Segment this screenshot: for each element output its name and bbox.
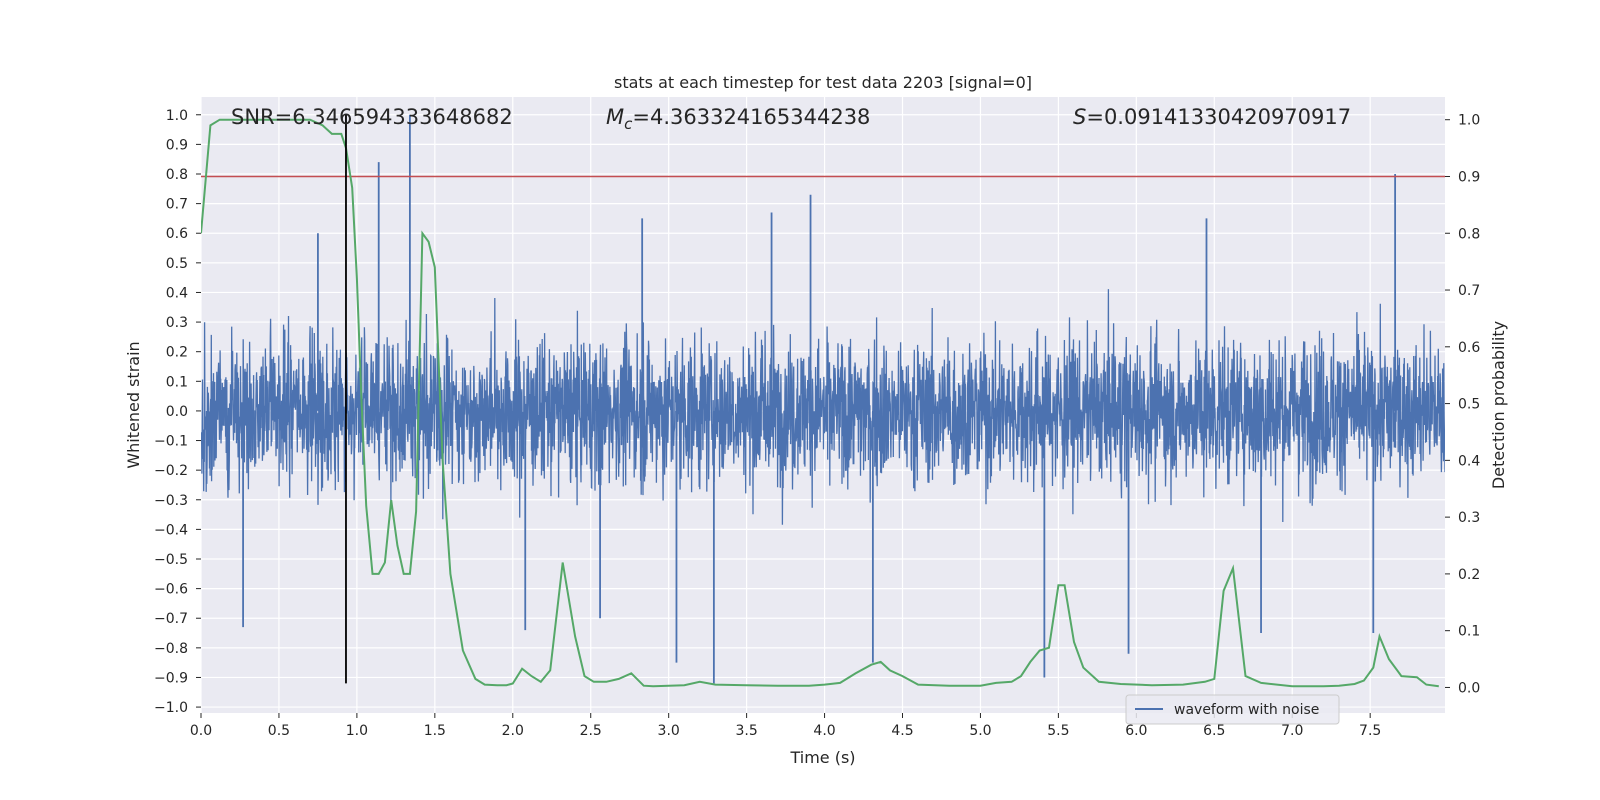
x-tick-label: 1.5 [424,723,446,739]
y-right-tick-label: 0.1 [1458,624,1480,640]
x-tick-label: 2.5 [580,723,602,739]
x-tick-label: 0.0 [190,723,212,739]
x-tick-label: 0.5 [268,723,290,739]
y-left-tick-label: −0.1 [154,434,188,450]
y-left-axis-ticks: 1.0 0.9 0.8 0.7 0.6 0.5 0.4 0.3 0.2 0.1 0.0 −0.1 −0.… [154,108,201,716]
x-tick-label: 6.0 [1125,723,1147,739]
legend-box [1125,694,1340,725]
x-axis-ticks: 0.0 0.5 1.0 1.5 2.0 2.5 3.0 3.5 4.0 4.5 5.0 5.5 6.0 6… [190,713,1381,739]
y-left-tick-label: 1.0 [166,108,188,124]
x-tick-label: 4.5 [891,723,913,739]
y-right-tick-label: 0.6 [1458,340,1480,356]
y-left-tick-label: −0.9 [154,670,188,686]
y-left-tick-label: −0.5 [154,552,188,568]
x-axis-label: Time (s) [789,748,855,767]
y-left-tick-label: 0.0 [166,404,188,420]
y-right-tick-label: 0.4 [1458,453,1480,469]
y-left-tick-label: −0.7 [154,611,188,627]
x-tick-label: 1.0 [346,723,368,739]
x-tick-label: 4.0 [813,723,835,739]
y-left-tick-label: 0.5 [166,256,188,272]
x-tick-label: 7.0 [1281,723,1303,739]
y-right-tick-label: 0.7 [1458,283,1480,299]
chirp-mass-subscript: c [624,115,633,133]
y-left-tick-label: −0.4 [154,522,188,538]
s-annotation: S=0.09141330420970917 [1073,105,1351,129]
y-left-tick-label: 0.3 [166,315,188,331]
x-tick-label: 5.5 [1047,723,1069,739]
y-right-axis-ticks: 1.0 0.9 0.8 0.7 0.6 0.5 0.4 0.3 0.2 0.1 0.0 [1445,113,1480,696]
y-left-tick-label: 0.2 [166,345,188,361]
waveform-spikes [242,114,1397,684]
y-left-tick-label: −0.6 [154,582,188,598]
x-tick-label: 3.5 [735,723,757,739]
x-tick-label: 2.0 [502,723,524,739]
y-right-axis-label: Detection probability [1489,321,1508,489]
y-left-axis-label: Whitened strain [124,341,143,468]
y-left-tick-label: 0.8 [166,167,188,183]
x-tick-label: 5.0 [969,723,991,739]
chirp-mass-symbol: M [606,105,624,129]
s-value: =0.09141330420970917 [1086,105,1351,129]
y-right-tick-label: 0.9 [1458,169,1480,185]
snr-annotation: SNR=6.346594333648682 [231,105,513,129]
y-left-tick-label: −1.0 [154,700,188,716]
chirp-mass-value: =4.363324165344238 [632,105,870,129]
s-symbol: S [1073,105,1086,129]
y-left-tick-label: 0.4 [166,285,188,301]
y-right-tick-label: 0.2 [1458,567,1480,583]
y-left-tick-label: 0.9 [166,137,188,153]
chart-title: stats at each timestep for test data 220… [614,73,1032,92]
x-tick-label: 7.5 [1359,723,1381,739]
legend: waveform with noise [1125,694,1340,725]
y-left-tick-label: −0.2 [154,463,188,479]
y-left-tick-label: 0.7 [166,197,188,213]
x-tick-label: 6.5 [1203,723,1225,739]
y-right-tick-label: 0.8 [1458,226,1480,242]
y-left-tick-label: −0.3 [154,493,188,509]
waveform-with-noise-series [201,289,1445,525]
y-left-tick-label: 0.6 [166,226,188,242]
x-tick-label: 3.0 [658,723,680,739]
y-right-tick-label: 0.5 [1458,397,1480,413]
y-right-tick-label: 0.0 [1458,680,1480,696]
y-right-tick-label: 0.3 [1458,510,1480,526]
legend-label: waveform with noise [1174,702,1319,718]
detection-probability-series [201,118,1439,688]
y-left-tick-label: 0.1 [166,374,188,390]
y-left-tick-label: −0.8 [154,641,188,657]
y-right-tick-label: 1.0 [1458,113,1480,129]
chirp-mass-annotation: Mc=4.363324165344238 [606,105,870,133]
